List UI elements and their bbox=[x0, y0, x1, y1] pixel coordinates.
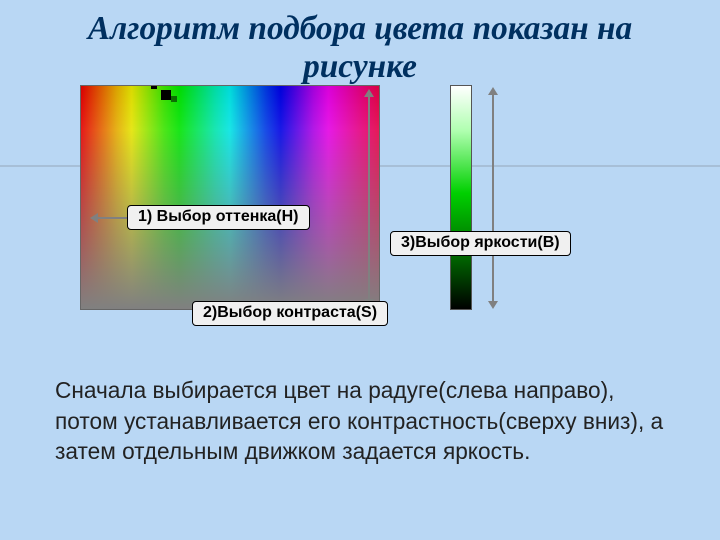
label-saturation: 2)Выбор контраста(S) bbox=[192, 301, 388, 326]
arrow-shaft bbox=[492, 95, 494, 301]
arrow-shaft bbox=[368, 97, 370, 299]
picker-marker-aux1 bbox=[151, 86, 157, 89]
picker-marker bbox=[161, 90, 171, 100]
label-hue: 1) Выбор оттенка(H) bbox=[127, 205, 310, 230]
description-text: Сначала выбирается цвет на радуге(слева … bbox=[55, 375, 680, 467]
hue-saturation-panel bbox=[80, 85, 380, 310]
arrow-head-up-icon bbox=[364, 89, 374, 97]
label-brightness: 3)Выбор яркости(B) bbox=[390, 231, 571, 256]
color-picker-diagram: 1) Выбор оттенка(H) 2)Выбор контраста(S)… bbox=[80, 85, 640, 345]
top-darken-overlay bbox=[81, 86, 379, 309]
arrow-head-left-icon bbox=[90, 213, 98, 223]
brightness-arrow bbox=[488, 87, 498, 309]
arrow-head-up-icon bbox=[488, 87, 498, 95]
brightness-strip bbox=[450, 85, 472, 310]
arrow-head-down-icon bbox=[488, 301, 498, 309]
picker-marker-aux2 bbox=[171, 96, 177, 102]
slide-title: Алгоритм подбора цвета показан на рисунк… bbox=[40, 10, 680, 87]
saturation-arrow bbox=[364, 89, 374, 307]
